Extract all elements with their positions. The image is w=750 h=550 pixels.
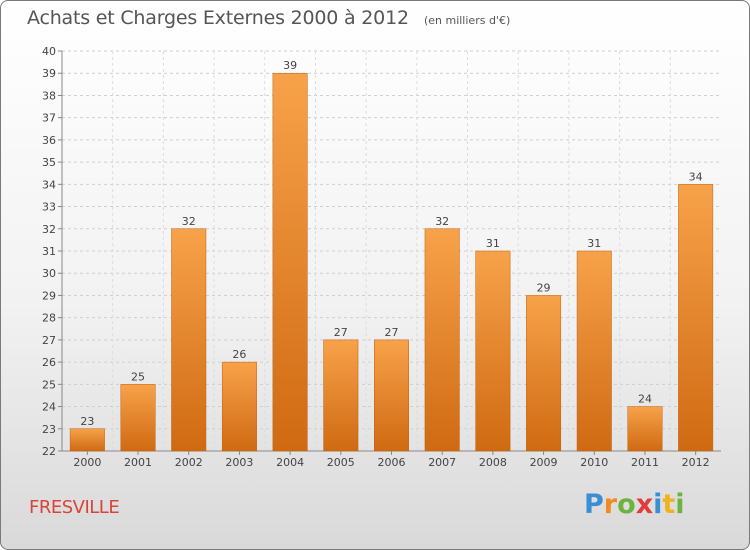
y-tick-label: 30 bbox=[42, 267, 56, 280]
bar-value-label: 27 bbox=[385, 326, 399, 339]
x-tick-label: 2011 bbox=[631, 456, 659, 469]
chart-subtitle: (en milliers d'€) bbox=[423, 14, 511, 27]
x-tick-label: 2003 bbox=[225, 456, 253, 469]
x-tick-label: 2008 bbox=[479, 456, 507, 469]
bar bbox=[576, 250, 612, 452]
bar-value-label: 32 bbox=[435, 215, 449, 228]
bars bbox=[69, 72, 714, 452]
bar bbox=[272, 72, 308, 452]
chart-title: Achats et Charges Externes 2000 à 2012 bbox=[27, 7, 409, 29]
y-tick-label: 25 bbox=[42, 378, 56, 391]
y-tick-label: 22 bbox=[42, 445, 56, 458]
bar-value-label: 27 bbox=[334, 326, 348, 339]
title-row: Achats et Charges Externes 2000 à 2012 (… bbox=[27, 7, 510, 29]
y-tick-label: 38 bbox=[42, 89, 56, 102]
x-tick-label: 2000 bbox=[73, 456, 101, 469]
y-tick-label: 26 bbox=[42, 356, 56, 369]
bar-value-label: 34 bbox=[689, 170, 703, 183]
x-tick-label: 2002 bbox=[175, 456, 203, 469]
y-tick-label: 40 bbox=[42, 45, 56, 58]
logo-letter: o bbox=[617, 489, 636, 520]
logo-letter: i bbox=[653, 489, 663, 520]
logo-letter: i bbox=[675, 489, 685, 520]
bar-value-label: 23 bbox=[80, 415, 94, 428]
bar-value-label: 24 bbox=[638, 393, 652, 406]
logo-letter: t bbox=[662, 489, 676, 520]
y-tick-label: 33 bbox=[42, 201, 56, 214]
bar-value-label: 29 bbox=[537, 281, 551, 294]
bar bbox=[69, 428, 105, 452]
commune-name: FRESVILLE bbox=[29, 497, 120, 518]
bar-value-label: 32 bbox=[182, 215, 196, 228]
y-tick-label: 37 bbox=[42, 112, 56, 125]
bar bbox=[627, 406, 663, 452]
logo-letter: r bbox=[603, 489, 618, 520]
logo-letter: P bbox=[584, 489, 604, 520]
y-tick-label: 32 bbox=[42, 223, 56, 236]
y-tick-label: 31 bbox=[42, 245, 56, 258]
bar bbox=[424, 228, 460, 452]
x-tick-label: 2010 bbox=[580, 456, 608, 469]
x-tick-label: 2009 bbox=[530, 456, 558, 469]
y-tick-label: 23 bbox=[42, 423, 56, 436]
x-tick-label: 2006 bbox=[378, 456, 406, 469]
proxiti-logo: Proxiti bbox=[584, 489, 685, 520]
y-tick-label: 34 bbox=[42, 178, 56, 191]
x-tick-label: 2004 bbox=[276, 456, 304, 469]
bar-value-label: 25 bbox=[131, 370, 145, 383]
y-tick-label: 39 bbox=[42, 67, 56, 80]
y-tick-label: 36 bbox=[42, 134, 56, 147]
bar-value-label: 31 bbox=[587, 237, 601, 250]
y-tick-label: 35 bbox=[42, 156, 56, 169]
x-tick-label: 2012 bbox=[682, 456, 710, 469]
y-tick-label: 28 bbox=[42, 312, 56, 325]
bar bbox=[120, 384, 156, 452]
labels: 22 23 24 25 26 27 28 29 30 31 32 33 34 35 36 37 38 39 40 23… bbox=[42, 45, 710, 469]
bar bbox=[374, 339, 409, 452]
bar bbox=[475, 250, 511, 452]
y-tick-label: 27 bbox=[42, 334, 56, 347]
logo-letter: x bbox=[635, 489, 654, 520]
bar-value-label: 39 bbox=[283, 59, 297, 72]
bar bbox=[323, 339, 359, 452]
x-tick-label: 2007 bbox=[428, 456, 456, 469]
bar bbox=[526, 295, 562, 452]
bar bbox=[171, 228, 207, 452]
x-tick-label: 2005 bbox=[327, 456, 355, 469]
bar bbox=[678, 184, 714, 452]
y-tick-label: 24 bbox=[42, 401, 56, 414]
bar-value-label: 31 bbox=[486, 237, 500, 250]
x-tick-label: 2001 bbox=[124, 456, 152, 469]
bar bbox=[221, 361, 257, 452]
bar-value-label: 26 bbox=[232, 348, 246, 361]
y-tick-label: 29 bbox=[42, 289, 56, 302]
